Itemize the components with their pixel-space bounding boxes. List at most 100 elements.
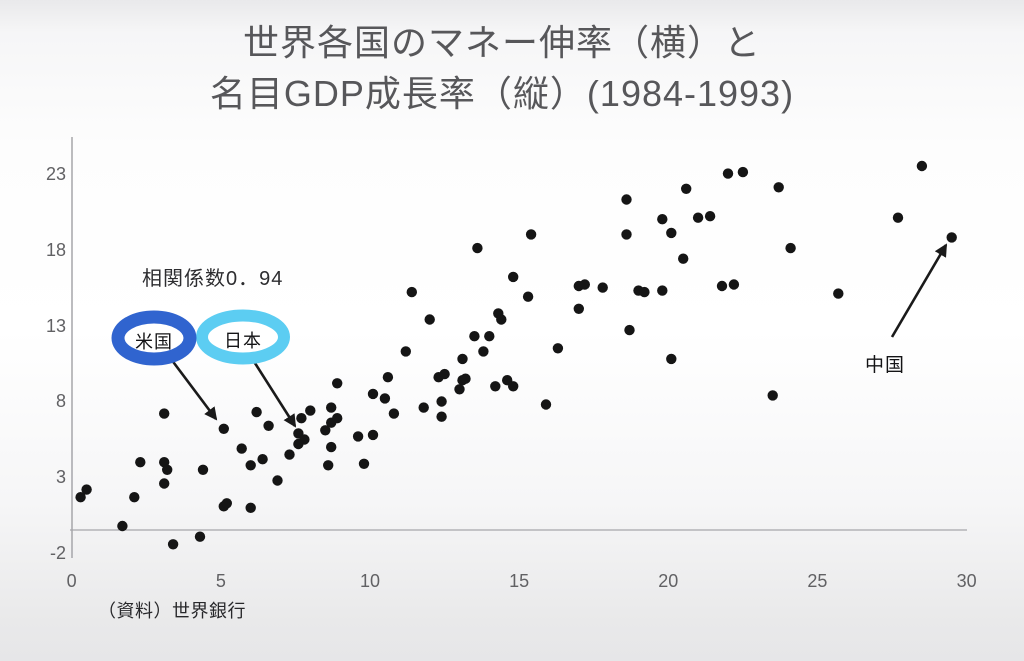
data-point (579, 279, 590, 290)
data-point (916, 160, 928, 172)
data-point (454, 384, 465, 395)
data-point (460, 373, 471, 384)
data-point (681, 183, 692, 194)
x-tick-label: 15 (509, 571, 530, 591)
x-tick-label: 0 (66, 571, 77, 591)
data-point (472, 242, 483, 254)
data-point (305, 405, 316, 416)
data-point (728, 279, 740, 290)
data-point (469, 331, 480, 342)
data-point (704, 211, 716, 222)
data-point (457, 353, 468, 365)
data-point (159, 478, 170, 489)
data-point (332, 413, 343, 424)
data-point (332, 378, 343, 389)
data-point (833, 288, 844, 299)
data-point (293, 438, 304, 450)
data-point (162, 464, 173, 475)
chart-title: 世界各国のマネー伸率（横）と 名目GDP成長率（縦）(1984-1993) (0, 17, 1004, 119)
data-point (323, 460, 334, 471)
chart-title-line-2: 名目GDP成長率（縦）(1984-1993) (209, 73, 795, 114)
data-point (320, 425, 331, 436)
data-point (621, 229, 632, 240)
data-point (296, 413, 307, 424)
china-arrow-icon (890, 243, 948, 338)
data-point (522, 291, 534, 302)
data-point (525, 229, 537, 240)
data-point (81, 484, 92, 495)
data-point (666, 227, 677, 239)
data-point (657, 285, 668, 296)
data-point (666, 353, 677, 365)
data-point (573, 303, 584, 314)
data-point (767, 390, 778, 401)
data-point (439, 368, 450, 380)
data-point (639, 286, 650, 298)
data-point (773, 182, 784, 193)
scatter-points-layer (75, 160, 957, 550)
data-point (379, 393, 391, 404)
data-point (692, 212, 704, 223)
data-point (135, 457, 146, 468)
japan-label: 日本 (224, 331, 262, 351)
x-tick-label: 5 (215, 571, 226, 591)
us-arrow-icon (169, 358, 218, 421)
data-point (597, 282, 608, 293)
annotation-arrows (169, 243, 948, 428)
data-point (221, 498, 232, 509)
x-tick-label: 10 (359, 571, 381, 591)
data-point (678, 253, 689, 264)
data-point (388, 408, 400, 419)
y-tick-label: 18 (45, 239, 66, 260)
data-point (490, 381, 501, 392)
data-point (236, 443, 247, 454)
data-point (552, 343, 564, 354)
data-point (496, 314, 507, 325)
data-point (352, 431, 364, 442)
data-point (197, 464, 209, 475)
data-point (624, 324, 635, 336)
data-point (508, 381, 519, 392)
data-point (251, 406, 262, 418)
data-point (657, 214, 668, 225)
data-point (406, 286, 417, 298)
y-tick-label: 23 (45, 163, 66, 184)
data-point (785, 242, 796, 254)
data-point (367, 388, 379, 400)
chart-title-line-1: 世界各国のマネー伸率（横）と (242, 22, 761, 63)
data-point (892, 212, 904, 223)
y-tick-label: -2 (49, 543, 66, 564)
data-point (167, 539, 179, 550)
data-point (540, 399, 552, 410)
y-tick-label: 3 (55, 467, 66, 488)
data-point (382, 372, 394, 383)
data-point (484, 331, 495, 342)
x-tick-label: 25 (807, 571, 828, 591)
us-label: 米国 (135, 332, 173, 352)
data-point (508, 271, 519, 283)
data-point (245, 460, 256, 471)
data-point (424, 314, 435, 325)
x-tick-label: 30 (956, 571, 977, 591)
correlation-label: 相関係数0．94 (142, 268, 284, 290)
source-note: （資料）世界銀行 (98, 601, 246, 621)
x-tick-label: 20 (658, 571, 679, 591)
data-point (218, 423, 229, 434)
data-point (117, 520, 128, 532)
data-point (436, 411, 447, 422)
data-point (716, 280, 728, 292)
data-point (257, 454, 268, 465)
data-point (272, 475, 283, 486)
data-point (737, 166, 749, 178)
china-label: 中国 (864, 355, 905, 376)
data-point (722, 168, 734, 179)
data-point (621, 194, 632, 205)
data-point (946, 232, 957, 243)
japan-highlight-ellipse (196, 309, 290, 365)
data-point (418, 402, 429, 413)
japan-arrow-icon (251, 359, 297, 428)
data-point (159, 408, 170, 419)
data-point (75, 492, 86, 503)
